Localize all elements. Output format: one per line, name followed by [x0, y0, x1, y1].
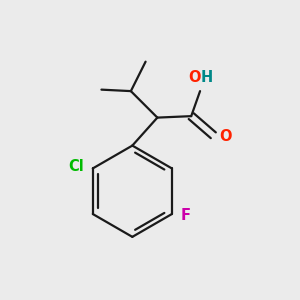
Text: O: O: [219, 129, 232, 144]
Text: F: F: [181, 208, 191, 223]
Text: Cl: Cl: [69, 159, 85, 174]
Text: O: O: [188, 70, 201, 86]
Text: H: H: [201, 70, 213, 86]
